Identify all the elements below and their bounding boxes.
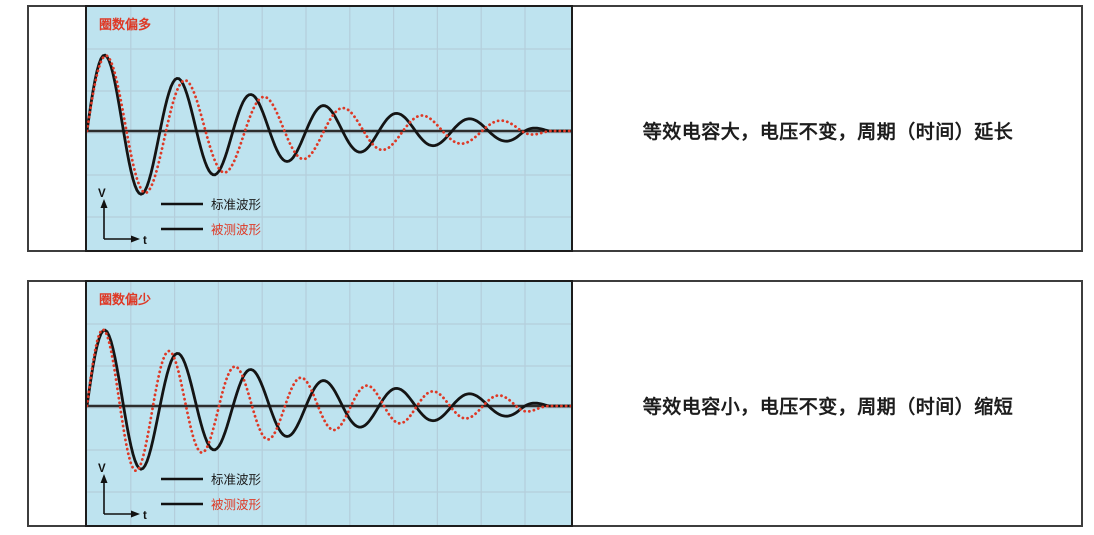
plot-background (87, 282, 571, 525)
x-axis-label: t (143, 235, 147, 247)
waveform-plot: 圈数偏少 V t 标准波形 被测波形 (87, 282, 571, 525)
table-row: 圈数偏少 V t 标准波形 被测波形 等效电容小，电压不变，周期（时间）缩短 (27, 280, 1083, 527)
caption-cell: 等效电容小，电压不变，周期（时间）缩短 (575, 282, 1081, 529)
table-row: 圈数偏多 V t 标准波形 被测波形 等效电容大，电压不变，周期（时间）延长 (27, 5, 1083, 252)
chart-annotation: 圈数偏少 (99, 292, 151, 307)
up-arrow-icon (100, 199, 108, 208)
grid-lines (87, 282, 571, 525)
row-caption: 等效电容小，电压不变，周期（时间）缩短 (642, 397, 1014, 418)
standard-waveform-curve (87, 53, 571, 196)
plot-background (87, 7, 571, 250)
caption-cell: 等效电容大，电压不变，周期（时间）延长 (575, 7, 1081, 254)
up-arrow-icon (100, 474, 108, 483)
right-arrow-icon (131, 235, 140, 243)
right-arrow-icon (131, 510, 140, 518)
legend-label-measured: 被测波形 (211, 498, 262, 512)
y-axis-label: V (98, 463, 106, 475)
measured-waveform-curve (87, 54, 571, 195)
x-axis-label: t (143, 510, 147, 522)
legend-label-standard: 标准波形 (211, 198, 262, 212)
measured-waveform-curve (87, 327, 571, 472)
waveform-chart: 圈数偏少 V t 标准波形 被测波形 (85, 280, 573, 527)
waveform-plot: 圈数偏多 V t 标准波形 被测波形 (87, 7, 571, 250)
row-caption: 等效电容大，电压不变，周期（时间）延长 (642, 122, 1014, 143)
legend-label-measured: 被测波形 (211, 223, 262, 237)
standard-waveform-curve (87, 328, 571, 471)
chart-annotation: 圈数偏多 (99, 17, 151, 32)
waveform-chart: 圈数偏多 V t 标准波形 被测波形 (85, 5, 573, 252)
legend-label-standard: 标准波形 (211, 473, 262, 487)
grid-lines (87, 7, 571, 250)
y-axis-label: V (98, 188, 106, 200)
